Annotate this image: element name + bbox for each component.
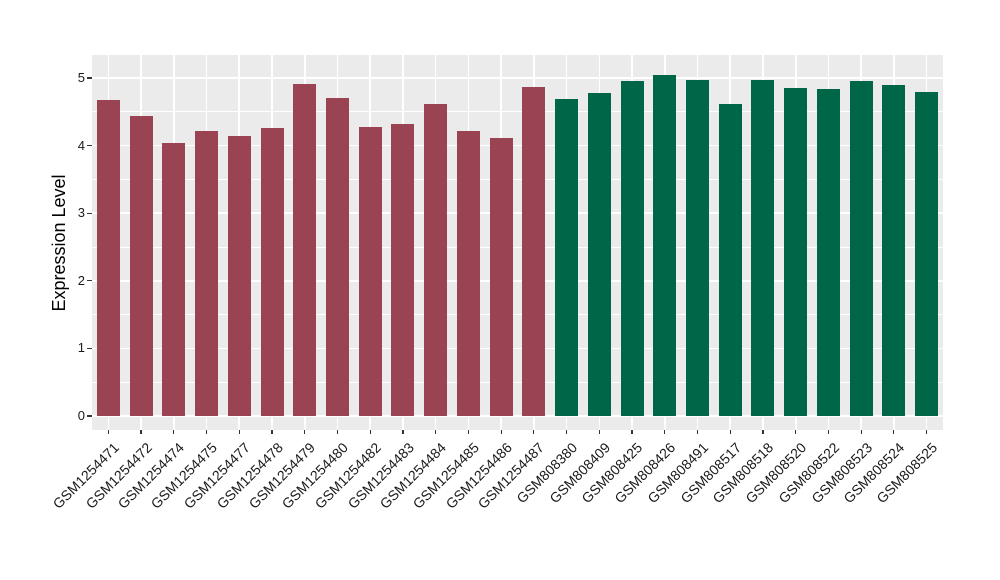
x-tick-mark: [762, 430, 764, 434]
x-tick-mark: [893, 430, 895, 434]
x-tick-mark: [729, 430, 731, 434]
gridline-major: [92, 144, 943, 147]
gridline-minor: [92, 381, 943, 383]
x-tick-mark: [500, 430, 502, 434]
x-tick-mark: [435, 430, 437, 434]
gridline-minor: [92, 179, 943, 180]
gridline-major: [92, 280, 943, 282]
bar-GSM808517: [718, 103, 742, 416]
x-tick-mark: [205, 430, 208, 434]
y-tick-label: 3: [77, 205, 85, 221]
bar-GSM808409: [587, 92, 611, 416]
bar-GSM808426: [653, 75, 677, 416]
bar-GSM1254485: [456, 131, 480, 416]
x-tick-mark: [696, 430, 699, 434]
x-tick-mark: [304, 430, 306, 434]
gridline-minor: [92, 111, 943, 113]
bar-GSM808491: [686, 80, 710, 416]
bar-GSM808524: [882, 84, 906, 416]
x-tick-mark: [140, 430, 142, 434]
gridline-minor: [92, 314, 943, 315]
bar-GSM1254475: [195, 130, 219, 416]
x-tick-mark: [598, 430, 600, 434]
bar-GSM808380: [555, 98, 579, 416]
y-tick-mark: [87, 347, 92, 349]
y-tick-mark: [87, 212, 92, 214]
y-tick-label: 5: [77, 70, 85, 85]
bar-GSM808518: [751, 80, 775, 416]
bar-GSM1254478: [260, 128, 284, 416]
bar-GSM1254484: [424, 103, 448, 416]
bar-GSM1254471: [96, 100, 120, 416]
x-tick-mark: [827, 430, 830, 434]
x-tick-mark: [795, 430, 797, 434]
bar-GSM808522: [816, 89, 840, 416]
y-tick-mark: [87, 280, 92, 282]
x-tick-mark: [173, 430, 175, 434]
bar-GSM808520: [784, 88, 808, 416]
x-tick-mark: [336, 430, 339, 434]
y-tick-label: 1: [77, 340, 85, 356]
y-tick-label: 2: [77, 272, 85, 288]
y-tick-mark: [87, 415, 92, 417]
y-tick-label: 0: [77, 408, 85, 423]
x-tick-mark: [533, 430, 535, 434]
x-tick-mark: [631, 430, 633, 434]
bar-GSM808523: [849, 81, 873, 416]
gridline-major: [92, 77, 943, 79]
x-tick-mark: [926, 430, 928, 434]
bar-GSM1254486: [489, 138, 513, 416]
y-tick-label: 4: [77, 137, 85, 153]
bar-GSM1254482: [358, 127, 382, 416]
bar-GSM1254483: [391, 123, 415, 416]
bar-GSM1254480: [325, 98, 349, 416]
bar-GSM1254474: [162, 142, 186, 416]
x-tick-mark: [467, 430, 469, 434]
gridline-minor: [92, 246, 943, 248]
gridline-major: [92, 415, 943, 417]
x-tick-mark: [369, 430, 371, 434]
bar-GSM808425: [620, 81, 644, 416]
bar-GSM1254479: [293, 84, 317, 416]
y-axis-title: Expression Level: [49, 174, 69, 312]
x-tick-mark: [238, 430, 240, 434]
bar-GSM1254487: [522, 87, 546, 416]
bar-GSM1254477: [227, 136, 251, 416]
gridline-major: [92, 212, 943, 214]
x-tick-mark: [860, 430, 862, 434]
x-tick-mark: [402, 430, 404, 434]
plot-panel: [92, 55, 943, 430]
gridline-major: [92, 347, 943, 350]
bar-GSM1254472: [129, 115, 153, 416]
bar-GSM808525: [915, 92, 939, 416]
x-tick-mark: [107, 430, 109, 434]
x-tick-mark: [565, 430, 568, 434]
x-tick-mark: [664, 430, 666, 434]
x-tick-mark: [271, 430, 273, 434]
y-tick-mark: [87, 145, 92, 147]
y-tick-mark: [87, 77, 92, 79]
